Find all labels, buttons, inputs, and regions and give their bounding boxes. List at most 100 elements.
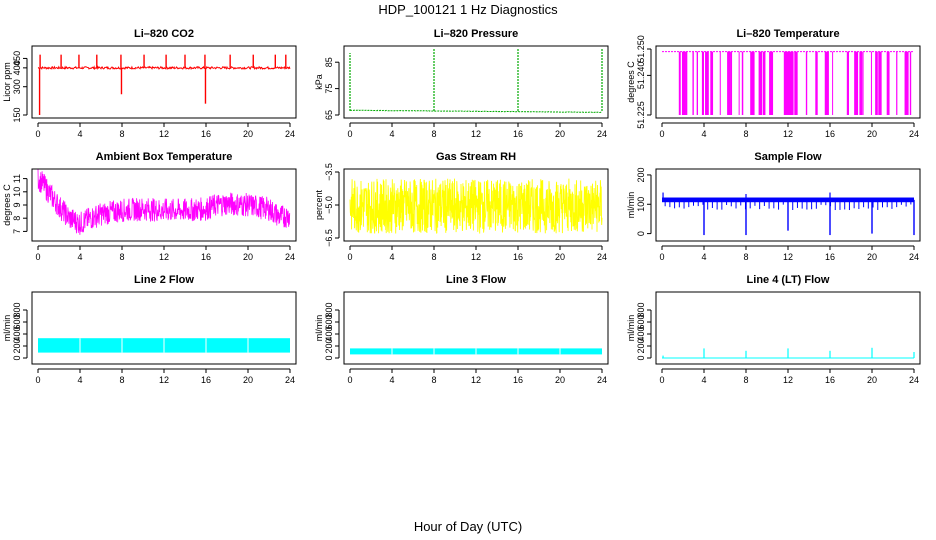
y-tick-label: 600 bbox=[12, 314, 22, 329]
temperature-drop bbox=[696, 51, 699, 115]
plot-area bbox=[662, 51, 914, 115]
temperature-drop bbox=[685, 51, 688, 115]
temperature-drop bbox=[783, 51, 788, 115]
y-tick-label: 11 bbox=[12, 174, 22, 183]
y-tick-label: 200 bbox=[636, 167, 646, 182]
x-tick-label: 16 bbox=[513, 375, 523, 385]
plot-area bbox=[350, 348, 602, 355]
y-tick-label: 10 bbox=[12, 187, 22, 197]
y-axis-label: kPa bbox=[314, 74, 324, 90]
temperature-drop bbox=[832, 51, 834, 115]
panel-title: Ambient Box Temperature bbox=[96, 151, 233, 163]
plot-frame bbox=[31, 168, 297, 242]
x-tick-label: 8 bbox=[431, 252, 436, 262]
x-tick-label: 20 bbox=[867, 129, 877, 139]
temperature-drop bbox=[815, 51, 818, 115]
pressure-trace bbox=[349, 109, 602, 114]
x-tick-label: 8 bbox=[743, 252, 748, 262]
x-tick-label: 24 bbox=[285, 375, 295, 385]
y-tick-label: 200 bbox=[636, 338, 646, 353]
temperature-drop bbox=[824, 51, 829, 115]
x-tick-label: 4 bbox=[389, 375, 394, 385]
x-tick-label: 24 bbox=[909, 252, 919, 262]
x-tick-label: 0 bbox=[347, 252, 352, 262]
plot-frame bbox=[343, 45, 609, 119]
x-tick-label: 20 bbox=[243, 375, 253, 385]
panel-8: Line 3 Flow 0 4 8 12 16 20 24 0 200400600800ml/mi… bbox=[314, 274, 609, 385]
y-tick-label: 800 bbox=[324, 302, 334, 317]
x-tick-label: 16 bbox=[513, 129, 523, 139]
y-tick-label: 0 bbox=[324, 355, 334, 360]
y-axis-label: ml/min bbox=[626, 315, 636, 342]
panel-4: Ambient Box Temperature 0 4 8 12 16 20 24 7 8 9 10 1… bbox=[2, 151, 297, 262]
y-tick-label: 75 bbox=[324, 84, 334, 94]
temperature-drop bbox=[859, 51, 863, 115]
temperature-drop bbox=[750, 51, 754, 115]
y-tick-label: 9 bbox=[12, 202, 22, 207]
y-tick-label: 0 bbox=[636, 355, 646, 360]
temperature-drop bbox=[909, 51, 912, 115]
y-tick-label: 450 bbox=[12, 51, 22, 66]
x-tick-label: 20 bbox=[867, 252, 877, 262]
x-tick-label: 4 bbox=[701, 129, 706, 139]
temperature-drop bbox=[846, 51, 850, 115]
temperature-drop bbox=[794, 51, 798, 115]
x-tick-label: 0 bbox=[659, 375, 664, 385]
temperature-drop bbox=[741, 51, 744, 115]
temperature-drop bbox=[710, 51, 714, 115]
panel-9: Line 4 (LT) Flow 0 4 8 12 16 20 24 0 200400600800… bbox=[626, 274, 921, 385]
y-tick-label: 400 bbox=[12, 326, 22, 341]
x-tick-label: 4 bbox=[77, 129, 82, 139]
y-tick-label: 7 bbox=[12, 229, 22, 234]
y-tick-label: 51.225 bbox=[636, 101, 646, 129]
temperature-drop bbox=[692, 51, 694, 115]
temperature-drop bbox=[701, 51, 704, 115]
plot-frame bbox=[655, 45, 921, 119]
plot-area bbox=[37, 54, 291, 115]
temperature-drop bbox=[727, 51, 731, 115]
plot-area bbox=[38, 338, 290, 353]
temperature-drop bbox=[681, 51, 686, 115]
x-tick-label: 8 bbox=[431, 129, 436, 139]
x-tick-label: 12 bbox=[783, 129, 793, 139]
temperature-drop bbox=[730, 51, 733, 115]
plot-area bbox=[349, 178, 603, 234]
x-tick-label: 8 bbox=[119, 375, 124, 385]
plot-frame bbox=[655, 168, 921, 242]
y-axis-label: degrees C bbox=[2, 184, 12, 226]
x-tick-label: 0 bbox=[347, 375, 352, 385]
temperature-drop bbox=[786, 51, 791, 115]
x-tick-label: 20 bbox=[555, 375, 565, 385]
y-tick-label: 85 bbox=[324, 57, 334, 67]
x-tick-label: 4 bbox=[77, 375, 82, 385]
x-tick-label: 8 bbox=[431, 375, 436, 385]
temperature-drop bbox=[904, 51, 909, 115]
y-axis-label: ml/min bbox=[314, 315, 324, 342]
x-tick-label: 16 bbox=[513, 252, 523, 262]
temperature-drop bbox=[886, 51, 890, 115]
y-tick-label: 800 bbox=[12, 302, 22, 317]
y-tick-label: 600 bbox=[324, 314, 334, 329]
x-tick-label: 0 bbox=[659, 129, 664, 139]
x-tick-label: 12 bbox=[159, 375, 169, 385]
y-axis-label: degrees C bbox=[626, 61, 636, 103]
temperature-drop bbox=[854, 51, 859, 115]
x-tick-label: 8 bbox=[119, 129, 124, 139]
x-tick-label: 20 bbox=[555, 252, 565, 262]
x-tick-label: 12 bbox=[783, 252, 793, 262]
x-tick-label: 24 bbox=[285, 129, 295, 139]
temperature-drop bbox=[805, 51, 808, 115]
y-tick-label: 100 bbox=[636, 197, 646, 212]
figure-title: HDP_100121 1 Hz Diagnostics bbox=[378, 2, 558, 17]
x-tick-label: 20 bbox=[867, 375, 877, 385]
y-tick-label: 400 bbox=[12, 60, 22, 75]
x-tick-label: 8 bbox=[743, 129, 748, 139]
panel-5: Gas Stream RH 0 4 8 12 16 20 24 −6.5 −5.0 −3.5perc… bbox=[314, 151, 609, 262]
ambient-trace bbox=[37, 169, 291, 235]
x-tick-label: 16 bbox=[825, 252, 835, 262]
x-tick-label: 4 bbox=[389, 252, 394, 262]
temperature-drop bbox=[762, 51, 766, 115]
y-tick-label: 400 bbox=[636, 326, 646, 341]
